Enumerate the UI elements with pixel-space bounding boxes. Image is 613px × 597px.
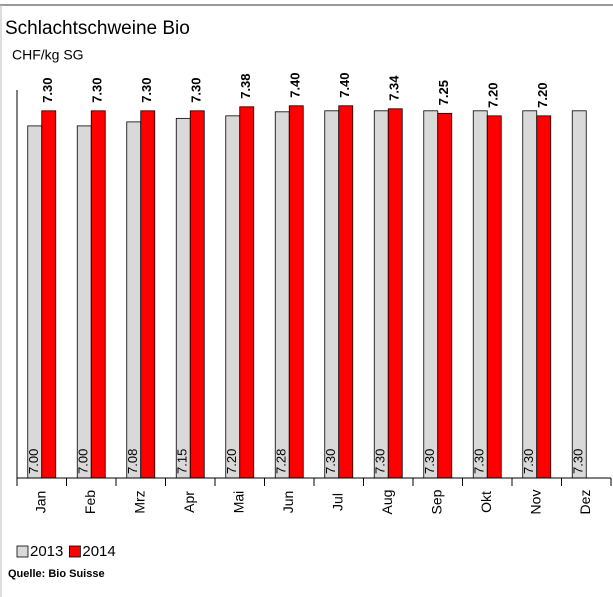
bar xyxy=(571,110,587,479)
value-label: 7.00 xyxy=(76,449,91,474)
value-label: 7.40 xyxy=(337,72,352,97)
value-label: 7.08 xyxy=(125,449,140,474)
value-label: 7.30 xyxy=(40,77,55,102)
bar xyxy=(437,112,453,479)
value-label: 7.20 xyxy=(224,449,239,474)
value-label: 7.30 xyxy=(521,449,536,474)
bar xyxy=(225,115,241,479)
bar xyxy=(324,110,340,479)
x-tick-label: Jul xyxy=(329,493,345,511)
bar xyxy=(536,115,552,479)
bar xyxy=(27,125,43,479)
bar xyxy=(41,110,57,479)
x-tick-label: Jun xyxy=(280,491,296,514)
chart-title: Schlachtschweine Bio xyxy=(5,18,190,39)
bar xyxy=(338,105,354,479)
value-label: 7.25 xyxy=(436,80,451,105)
value-label: 7.30 xyxy=(323,449,338,474)
bar xyxy=(76,125,92,479)
value-label: 7.20 xyxy=(486,83,501,108)
value-label: 7.30 xyxy=(571,449,586,474)
x-tick-label: Sep xyxy=(428,489,444,514)
bar xyxy=(423,110,439,479)
value-label: 7.28 xyxy=(274,449,289,474)
bar xyxy=(522,110,538,479)
value-label: 7.30 xyxy=(139,77,154,102)
value-label: 7.34 xyxy=(387,75,402,101)
bar xyxy=(239,106,255,479)
bar xyxy=(274,111,290,479)
x-tick-label: Okt xyxy=(478,491,494,513)
value-label: 7.20 xyxy=(535,83,550,108)
legend-label: 2014 xyxy=(82,543,115,560)
x-tick-label: Feb xyxy=(82,490,98,514)
x-tick-label: Aug xyxy=(379,490,395,515)
value-label: 7.38 xyxy=(238,73,253,98)
x-tick-label: Mai xyxy=(230,491,246,514)
value-label: 7.30 xyxy=(189,77,204,102)
value-label: 7.30 xyxy=(90,77,105,102)
bar xyxy=(140,110,156,479)
value-label: 7.15 xyxy=(175,449,190,474)
legend-label: 2013 xyxy=(30,543,63,560)
x-tick-label: Jan xyxy=(32,491,48,514)
bar xyxy=(126,121,142,479)
legend-swatch xyxy=(16,545,29,558)
x-tick-label: Apr xyxy=(181,491,197,513)
x-tick-label: Dez xyxy=(577,490,593,515)
value-label: 7.30 xyxy=(472,449,487,474)
value-label: 7.00 xyxy=(26,449,41,474)
x-tick-label: Mrz xyxy=(131,490,147,513)
value-label: 7.40 xyxy=(288,72,303,97)
bar xyxy=(175,117,191,479)
x-tick-label: Nov xyxy=(527,490,543,515)
value-label: 7.30 xyxy=(373,449,388,474)
bar xyxy=(189,110,205,479)
bar xyxy=(90,110,106,479)
legend-swatch xyxy=(68,545,81,558)
y-axis-label: CHF/kg SG xyxy=(12,47,84,63)
bar xyxy=(373,110,389,479)
bar xyxy=(486,115,502,479)
bar xyxy=(288,105,304,479)
bar xyxy=(472,110,488,479)
source: Quelle: Bio Suisse xyxy=(8,568,105,580)
bar xyxy=(387,108,403,479)
value-label: 7.30 xyxy=(422,449,437,474)
